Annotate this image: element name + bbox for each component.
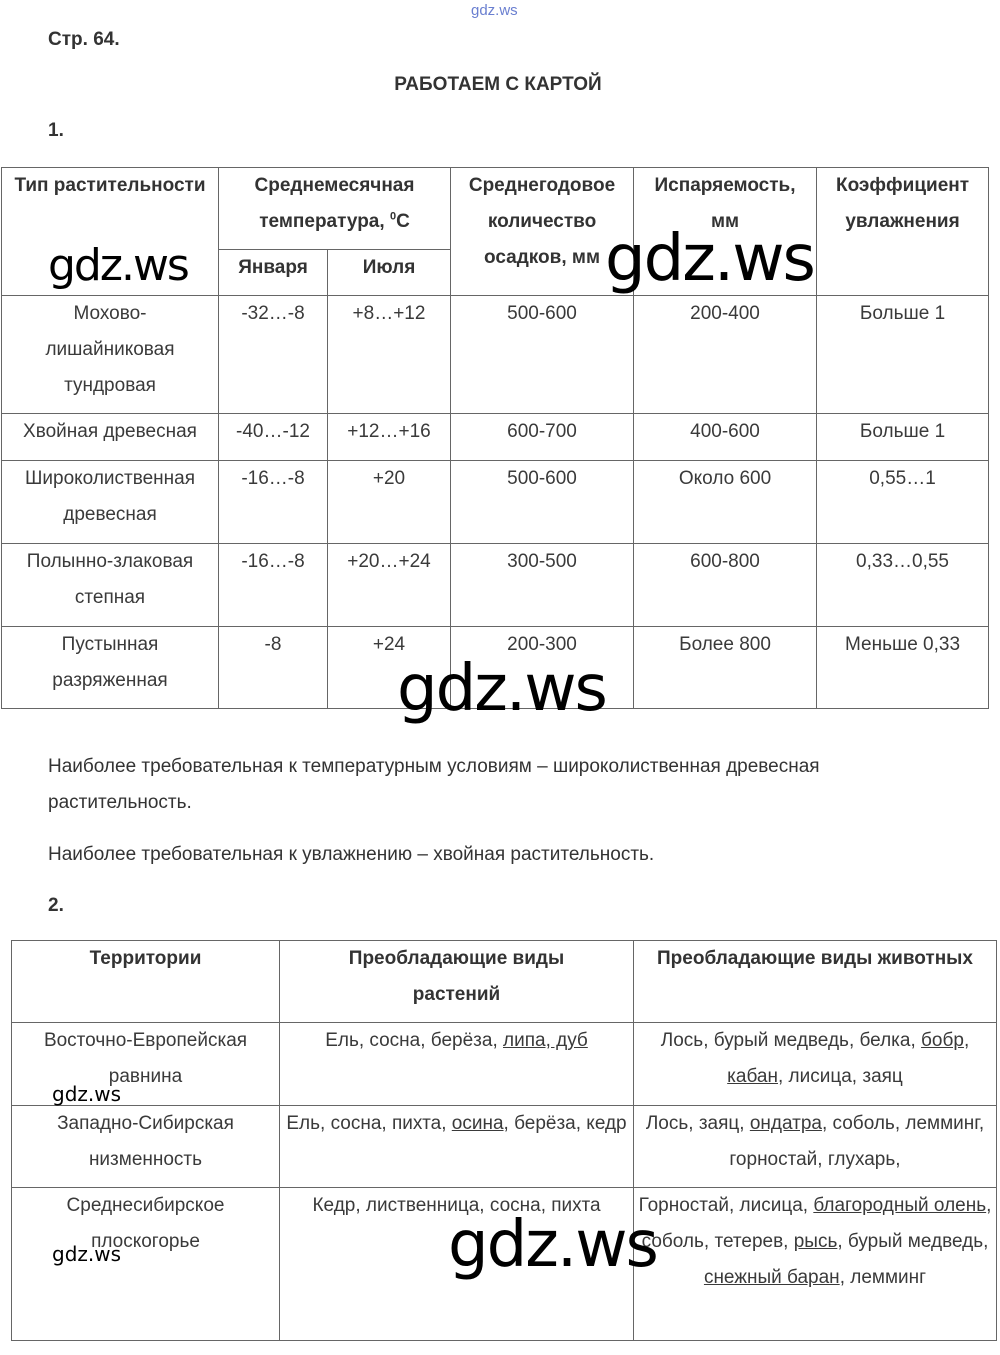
- page-reference: Стр. 64.: [48, 29, 120, 50]
- cell-precipitation: 300-500: [450, 543, 635, 627]
- table-row: Западно-Сибирская низменность Ель, сосна,…: [11, 1105, 997, 1188]
- cell-january-temp: -16…-8: [218, 543, 328, 627]
- species-text: , соболь, лемминг, горностай, глухарь,: [729, 1113, 985, 1170]
- cell-july-temp: +24: [326, 626, 452, 709]
- cell-january-temp: -40…-12: [218, 413, 328, 461]
- header-moisture-coefficient: Коэффициент увлажнения: [816, 167, 990, 296]
- header-temperature-label: Среднемесячная температура,: [254, 175, 415, 232]
- species-text: , лисица, заяц: [777, 1066, 903, 1087]
- cell-animals: Лось, заяц, ондатра, соболь, лемминг, го…: [633, 1105, 997, 1188]
- cell-moisture-coefficient: Меньше 0,33: [816, 626, 990, 709]
- cell-july-temp: +8…+12: [326, 295, 452, 414]
- cell-precipitation: 600-700: [450, 413, 635, 461]
- table-row: Хвойная древесная -40…-12 +12…+16 600-700 40…: [1, 413, 990, 461]
- underlined-species: рысь: [793, 1231, 838, 1252]
- header-january: Января: [218, 249, 328, 296]
- cell-vegetation-type: Пустынная разряженная: [1, 626, 219, 709]
- cell-january-temp: -8: [218, 626, 328, 709]
- header-plants: Преобладающие виды растений: [279, 940, 634, 1023]
- table-row: Среднесибирское плоскогорье Кедр, листвен…: [11, 1187, 997, 1341]
- species-text: , бурый медведь,: [837, 1231, 989, 1252]
- cell-vegetation-type: Хвойная древесная: [1, 413, 219, 461]
- header-evaporation: Испаряемость, мм: [633, 167, 818, 296]
- conclusion-temperature: Наиболее требовательная к температурным …: [48, 756, 820, 813]
- degree-sup: 0: [389, 210, 397, 223]
- table-row: Полынно-злаковая степная -16…-8 +20…+24 300…: [1, 543, 990, 627]
- task-2-number: 2.: [48, 895, 64, 916]
- species-text: , лемминг: [839, 1267, 927, 1288]
- header-territories: Территории: [11, 940, 280, 1023]
- task-1-number: 1.: [48, 120, 64, 141]
- species-text: , берёза, кедр: [503, 1113, 627, 1134]
- cell-animals: Горностай, лисица, благородный олень, со…: [633, 1187, 997, 1341]
- underlined-species: благородный олень: [813, 1195, 987, 1216]
- species-text: Лось, бурый медведь, белка,: [660, 1030, 922, 1051]
- cell-vegetation-type: Полынно-злаковая степная: [1, 543, 219, 627]
- underlined-species: ондатра: [749, 1113, 822, 1134]
- table-row: Широколиственная древесная -16…-8 +20 500-6…: [1, 460, 990, 544]
- cell-territory: Восточно-Европейская равнина: [11, 1022, 280, 1106]
- cell-july-temp: +20: [326, 460, 452, 544]
- species-text: , соболь, тетерев,: [641, 1195, 992, 1252]
- cell-july-temp: +20…+24: [326, 543, 452, 627]
- table-row: Восточно-Европейская равнина Ель, сосна, …: [11, 1022, 997, 1106]
- header-july: Июля: [326, 249, 452, 296]
- cell-evaporation: 600-800: [633, 543, 818, 627]
- species-text: Ель, сосна, пихта,: [286, 1113, 452, 1134]
- conclusion-moisture: Наиболее требовательная к увлажнению – х…: [48, 844, 655, 865]
- cell-evaporation: Около 600: [633, 460, 818, 544]
- species-text: Лось, заяц,: [645, 1113, 750, 1134]
- cell-plants: Ель, сосна, берёза, липа, дуб: [279, 1022, 634, 1106]
- cell-territory: Среднесибирское плоскогорье: [11, 1187, 280, 1341]
- cell-evaporation: 400-600: [633, 413, 818, 461]
- species-text: Ель, сосна, берёза,: [325, 1030, 504, 1051]
- underlined-species: липа, дуб: [503, 1030, 588, 1051]
- table-row: Мохово-лишайниковая тундровая -32…-8 +8…+1…: [1, 295, 990, 414]
- vegetation-table: Тип растительности Среднемесячная темпер…: [1, 167, 990, 709]
- header-temperature: Среднемесячная температура, 0С: [217, 167, 452, 250]
- cell-moisture-coefficient: Больше 1: [816, 413, 990, 461]
- species-text: ,: [963, 1030, 970, 1051]
- cell-january-temp: -32…-8: [218, 295, 328, 414]
- cell-vegetation-type: Мохово-лишайниковая тундровая: [1, 295, 219, 414]
- species-text: Кедр, лиственница, сосна, пихта: [312, 1195, 601, 1216]
- cell-plants: Ель, сосна, пихта, осина, берёза, кедр: [279, 1105, 634, 1188]
- cell-vegetation-type: Широколиственная древесная: [1, 460, 219, 544]
- territories-table: Территории Преобладающие виды растений П…: [11, 940, 997, 1341]
- cell-evaporation: Более 800: [633, 626, 818, 709]
- cell-plants: Кедр, лиственница, сосна, пихта: [279, 1187, 634, 1341]
- header-animals: Преобладающие виды животных: [633, 940, 997, 1023]
- header-vegetation-type: Тип растительности: [1, 167, 219, 296]
- header-precipitation: Среднегодовое количество осадков, мм: [450, 167, 635, 296]
- cell-evaporation: 200-400: [633, 295, 818, 414]
- watermark-top: gdz.ws: [471, 2, 518, 19]
- species-text: Горностай, лисица,: [638, 1195, 814, 1216]
- cell-precipitation: 500-600: [450, 295, 635, 414]
- table-row: Пустынная разряженная -8 +24 200-300 Более 8…: [1, 626, 990, 709]
- underlined-species: снежный баран: [703, 1267, 840, 1288]
- cell-territory: Западно-Сибирская низменность: [11, 1105, 280, 1188]
- cell-january-temp: -16…-8: [218, 460, 328, 544]
- temp-unit: С: [396, 211, 410, 232]
- cell-moisture-coefficient: 0,33…0,55: [816, 543, 990, 627]
- cell-moisture-coefficient: 0,55…1: [816, 460, 990, 544]
- underlined-species: бобр: [921, 1030, 964, 1051]
- cell-july-temp: +12…+16: [326, 413, 452, 461]
- cell-animals: Лось, бурый медведь, белка, бобр, кабан,…: [633, 1022, 997, 1106]
- underlined-species: осина: [451, 1113, 504, 1134]
- cell-moisture-coefficient: Больше 1: [816, 295, 990, 414]
- cell-precipitation: 200-300: [450, 626, 635, 709]
- page-title: РАБОТАЕМ С КАРТОЙ: [394, 74, 602, 95]
- underlined-species: кабан: [727, 1066, 778, 1087]
- cell-precipitation: 500-600: [450, 460, 635, 544]
